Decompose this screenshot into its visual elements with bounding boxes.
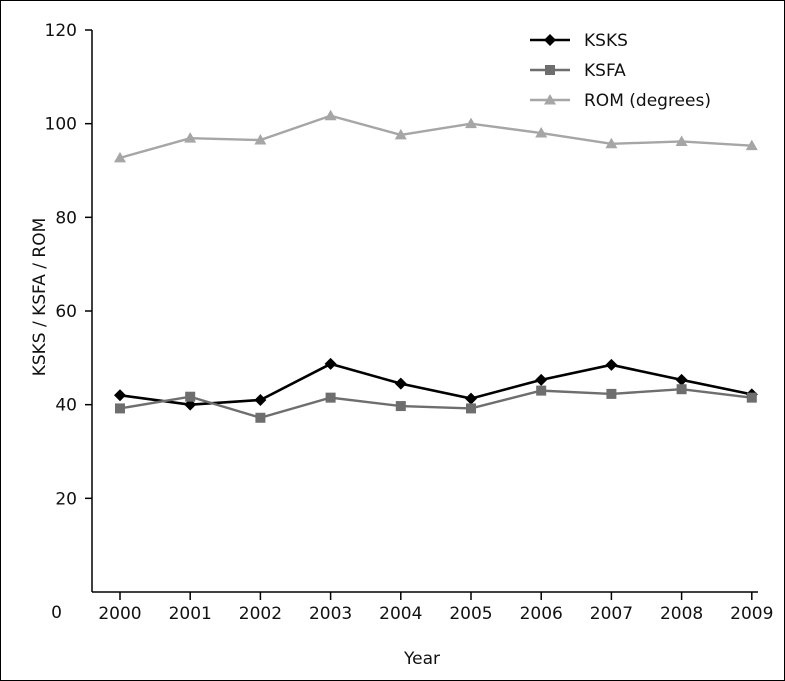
- legend-label: KSKS: [584, 31, 628, 51]
- y-tick-label: 60: [55, 302, 77, 322]
- data-point: [254, 134, 267, 145]
- legend-label: ROM (degrees): [584, 91, 711, 111]
- legend: KSKS KSFA ROM (degrees): [530, 31, 711, 111]
- x-axis-title: Year: [403, 649, 440, 669]
- data-point: [536, 385, 547, 396]
- data-point: [746, 392, 757, 403]
- x-tick-label: 2001: [169, 604, 212, 624]
- y-tick-label: 120: [45, 21, 77, 41]
- legend-swatch-marker: [544, 94, 556, 105]
- x-tick-label: 2000: [98, 604, 141, 624]
- legend-label: KSFA: [584, 61, 626, 81]
- data-point: [676, 384, 687, 395]
- data-point: [185, 391, 196, 402]
- y-tick-label: 80: [55, 208, 77, 228]
- x-tick-label: 2002: [239, 604, 282, 624]
- data-point: [535, 127, 548, 138]
- legend-item: ROM (degrees): [530, 91, 711, 111]
- data-point: [324, 109, 337, 121]
- x-ticks: 2000 2001 2002 2003 2004 2005 2006 2007 2008 2009: [98, 592, 773, 624]
- x-tick-label: 2007: [590, 604, 633, 624]
- series-layer: [114, 109, 758, 423]
- legend-swatch-marker: [544, 34, 556, 46]
- data-point: [605, 137, 618, 149]
- data-point: [114, 151, 126, 163]
- legend-swatch-marker: [545, 65, 555, 75]
- data-point: [115, 403, 125, 414]
- data-point: [184, 132, 197, 143]
- data-point: [675, 135, 688, 146]
- y-ticks: 0 20 40 60 80 100 120: [45, 21, 92, 623]
- data-point: [605, 358, 618, 371]
- data-point: [466, 403, 476, 414]
- data-point: [254, 393, 267, 406]
- series-line: [119, 362, 753, 406]
- series-rom-degrees: [114, 109, 758, 163]
- x-tick-label: 2008: [660, 604, 703, 624]
- y-tick-label: 100: [45, 115, 77, 135]
- data-point: [114, 389, 126, 402]
- data-point: [745, 139, 758, 151]
- data-point: [465, 392, 477, 405]
- series-ksks: [114, 357, 758, 411]
- x-tick-label: 2004: [379, 604, 422, 624]
- data-point: [255, 412, 266, 423]
- x-tick-label: 2003: [309, 604, 352, 624]
- legend-item: KSFA: [530, 61, 626, 81]
- series-line: [119, 114, 752, 160]
- data-point: [395, 401, 406, 412]
- data-point: [675, 373, 688, 386]
- y-axis-title: KSKS / KSFA / ROM: [30, 218, 50, 377]
- legend-item: KSKS: [530, 31, 628, 51]
- x-tick-label: 2009: [730, 604, 773, 624]
- data-point: [324, 357, 337, 370]
- y-tick-label: 0: [51, 603, 62, 623]
- y-tick-label: 40: [55, 396, 77, 416]
- x-tick-label: 2006: [520, 604, 563, 624]
- data-point: [325, 392, 336, 403]
- data-point: [465, 117, 477, 129]
- axes: [91, 30, 758, 593]
- series-line: [119, 388, 752, 420]
- y-tick-label: 20: [55, 489, 77, 509]
- data-point: [606, 388, 617, 399]
- data-point: [535, 373, 548, 386]
- data-point: [394, 128, 407, 140]
- data-point: [394, 377, 407, 390]
- x-tick-label: 2005: [449, 604, 492, 624]
- series-ksfa: [115, 384, 757, 423]
